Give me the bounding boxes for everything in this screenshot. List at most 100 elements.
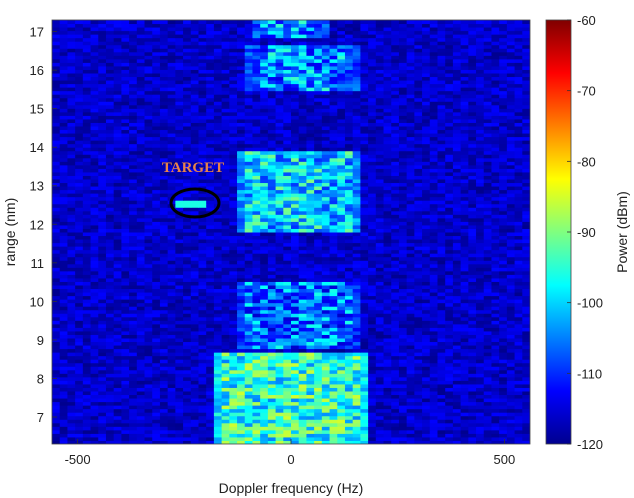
heatmap-cell [52,193,61,198]
heatmap-cell [398,277,408,282]
heatmap-cell [59,232,68,237]
heatmap-cell [221,267,230,272]
heatmap-cell [460,391,469,396]
heatmap-cell [52,359,61,364]
heatmap-cell [460,193,469,198]
heatmap-cell [422,348,431,353]
heatmap-cell [306,217,315,222]
heatmap-cell [221,292,230,297]
heatmap-cell [129,376,138,381]
heatmap-cell [229,369,238,374]
heatmap-cell [344,235,354,240]
heatmap-cell [75,408,84,413]
heatmap-cell [67,412,76,417]
heatmap-cell [368,426,377,431]
heatmap-cell [452,348,462,353]
heatmap-cell [429,253,438,258]
heatmap-cell [152,179,161,184]
heatmap-cell [237,306,246,311]
heatmap-cell [375,249,385,254]
heatmap-cell [90,408,99,413]
heatmap-cell [129,316,138,321]
heatmap-cell [152,376,161,381]
heatmap-cell [237,175,246,180]
heatmap-cell [329,316,338,321]
heatmap-cell [152,281,161,286]
heatmap-cell [337,299,346,304]
heatmap-cell [244,348,253,353]
heatmap-cell [206,221,215,226]
heatmap-cell [129,405,138,410]
heatmap-cell [90,338,99,343]
heatmap-cell [159,168,169,173]
heatmap-cell [136,338,146,343]
heatmap-cell [514,380,523,385]
heatmap-cell [406,391,415,396]
heatmap-cell [267,292,277,297]
heatmap-cell [499,359,508,364]
heatmap-cell [198,320,207,325]
heatmap-cell [221,366,230,371]
heatmap-cell [113,405,122,410]
heatmap-cell [82,210,92,215]
heatmap-cell [375,419,385,424]
heatmap-cell [152,313,161,318]
heatmap-cell [52,376,61,381]
heatmap-cell [514,281,523,286]
heatmap-cell [267,189,277,194]
heatmap-cell [283,327,292,332]
heatmap-cell [221,246,230,251]
heatmap-cell [121,323,130,328]
heatmap-cell [113,164,122,169]
heatmap-cell [429,330,438,335]
heatmap-cell [329,359,338,364]
heatmap-cell [82,401,92,406]
heatmap-cell [167,369,176,374]
heatmap-cell [452,214,462,219]
heatmap-cell [483,398,492,403]
heatmap-cell [291,380,300,385]
heatmap-cell [306,338,315,343]
heatmap-cell [352,405,361,410]
heatmap-cell [344,306,354,311]
heatmap-cell [391,270,400,275]
heatmap-cell [129,436,138,441]
heatmap-cell [159,401,169,406]
heatmap-cell [121,249,130,254]
heatmap-cell [105,426,115,431]
heatmap-cell [267,415,277,420]
heatmap-cell [391,369,400,374]
heatmap-cell [360,249,369,254]
heatmap-cell [206,334,215,339]
heatmap-cell [414,274,423,279]
heatmap-cell [337,161,346,166]
heatmap-cell [391,412,400,417]
heatmap-cell [121,366,130,371]
heatmap-cell [275,387,284,392]
heatmap-cell [398,171,408,176]
heatmap-cell [337,267,346,272]
heatmap-cell [183,210,192,215]
heatmap-cell [260,419,269,424]
heatmap-cell [75,246,84,251]
heatmap-cell [283,383,292,388]
heatmap-cell [360,436,369,441]
heatmap-cell [206,179,215,184]
heatmap-cell [468,253,477,258]
heatmap-cell [144,320,153,325]
heatmap-cell [314,175,323,180]
heatmap-cell [337,412,346,417]
heatmap-cell [391,242,400,247]
heatmap-cell [90,376,99,381]
heatmap-cell [260,415,269,420]
heatmap-cell [252,179,261,184]
heatmap-cell [437,270,446,275]
heatmap-cell [221,168,230,173]
heatmap-cell [383,306,392,311]
heatmap-cell [298,157,307,162]
heatmap-cell [167,193,176,198]
heatmap-cell [468,203,477,208]
heatmap-cell [414,171,423,176]
heatmap-cell [144,359,153,364]
heatmap-cell [252,327,261,332]
